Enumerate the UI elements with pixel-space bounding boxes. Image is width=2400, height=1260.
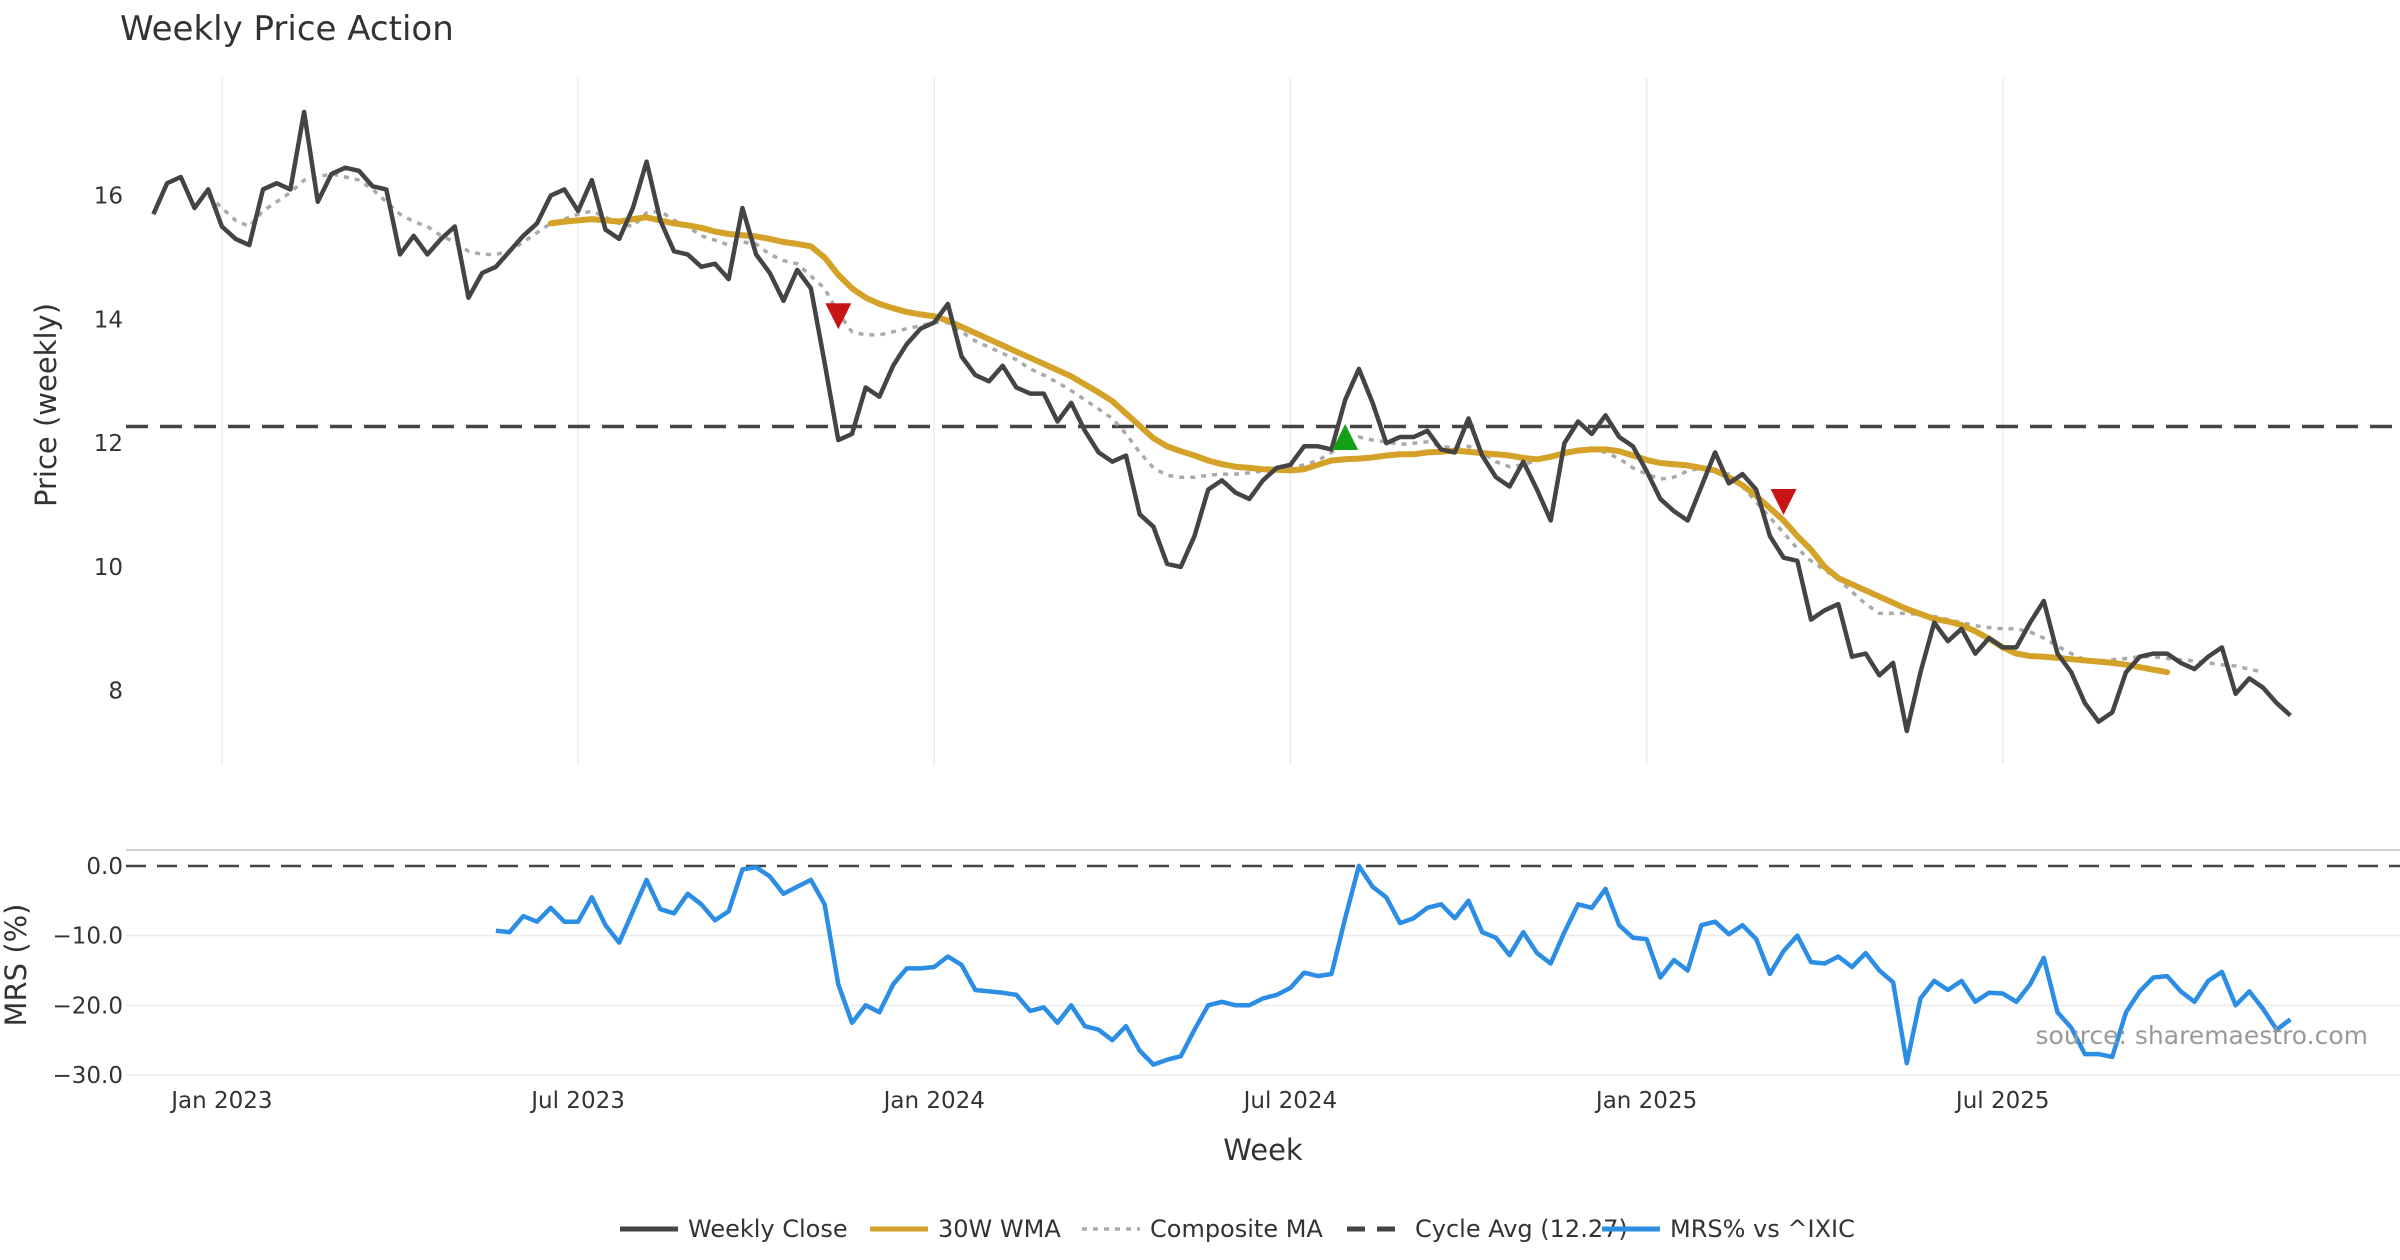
x-tick-label: Jan 2025 <box>1594 1088 1697 1114</box>
mrs-panel: 0.0 −10.0 −20.0 −30.0 MRS (%) source: share… <box>0 849 2400 1089</box>
x-axis-label: Week <box>1223 1133 1303 1167</box>
x-tick-label: Jan 2024 <box>882 1088 985 1114</box>
wma-30w-line <box>547 214 2171 676</box>
mrs-gridlines <box>126 934 2400 1076</box>
x-tick-label: Jul 2024 <box>1242 1088 1338 1114</box>
buy-signal-marker <box>1332 423 1359 450</box>
legend-item: Composite MA <box>1082 1215 1323 1243</box>
mrs-y-ticks: 0.0 −10.0 −20.0 −30.0 <box>53 854 123 1089</box>
legend-item: MRS% vs ^IXIC <box>1602 1215 1855 1243</box>
sell-signal-marker <box>1770 488 1797 515</box>
price-y-ticks: 8 10 12 14 16 <box>94 184 123 705</box>
price-y-axis-label: Price (weekly) <box>29 303 63 507</box>
legend-label: Composite MA <box>1150 1215 1323 1243</box>
x-axis-ticks: Jan 2023 Jul 2023 Jan 2024 Jul 2024 Jan 2025… <box>169 1088 2049 1114</box>
mrs-y-tick-label: −10.0 <box>53 924 123 950</box>
legend: Weekly Close 30W WMA Composite MA Cycle Avg… <box>620 1215 1855 1243</box>
price-y-tick-label: 8 <box>108 679 123 705</box>
legend-item: 30W WMA <box>870 1215 1061 1243</box>
legend-item: Weekly Close <box>620 1215 848 1243</box>
mrs-line <box>495 863 2292 1067</box>
legend-label: MRS% vs ^IXIC <box>1670 1215 1855 1243</box>
price-gridlines <box>221 78 2004 765</box>
chart-title: Weekly Price Action <box>120 9 454 49</box>
x-tick-label: Jul 2023 <box>529 1088 625 1114</box>
sell-signal-marker <box>825 303 852 330</box>
legend-label: Weekly Close <box>688 1215 848 1243</box>
weekly-close-line <box>151 109 2292 734</box>
source-credit: source: sharemaestro.com <box>2036 1021 2369 1050</box>
mrs-y-tick-label: −30.0 <box>53 1063 123 1089</box>
price-y-tick-label: 16 <box>94 184 123 210</box>
price-y-tick-label: 12 <box>94 431 123 457</box>
composite-ma-line <box>207 172 2264 674</box>
x-tick-label: Jul 2025 <box>1954 1088 2050 1114</box>
price-y-tick-label: 14 <box>94 307 123 333</box>
mrs-y-axis-label: MRS (%) <box>0 904 33 1027</box>
price-y-tick-label: 10 <box>94 555 123 581</box>
mrs-y-tick-label: 0.0 <box>86 854 123 880</box>
price-panel: 8 10 12 14 16 Price (weekly) <box>29 78 2400 765</box>
x-tick-label: Jan 2023 <box>169 1088 272 1114</box>
signal-markers <box>825 303 1797 515</box>
legend-label: Cycle Avg (12.27) <box>1415 1215 1628 1243</box>
mrs-y-tick-label: −20.0 <box>53 993 123 1019</box>
legend-label: 30W WMA <box>938 1215 1061 1243</box>
legend-item: Cycle Avg (12.27) <box>1347 1215 1628 1243</box>
